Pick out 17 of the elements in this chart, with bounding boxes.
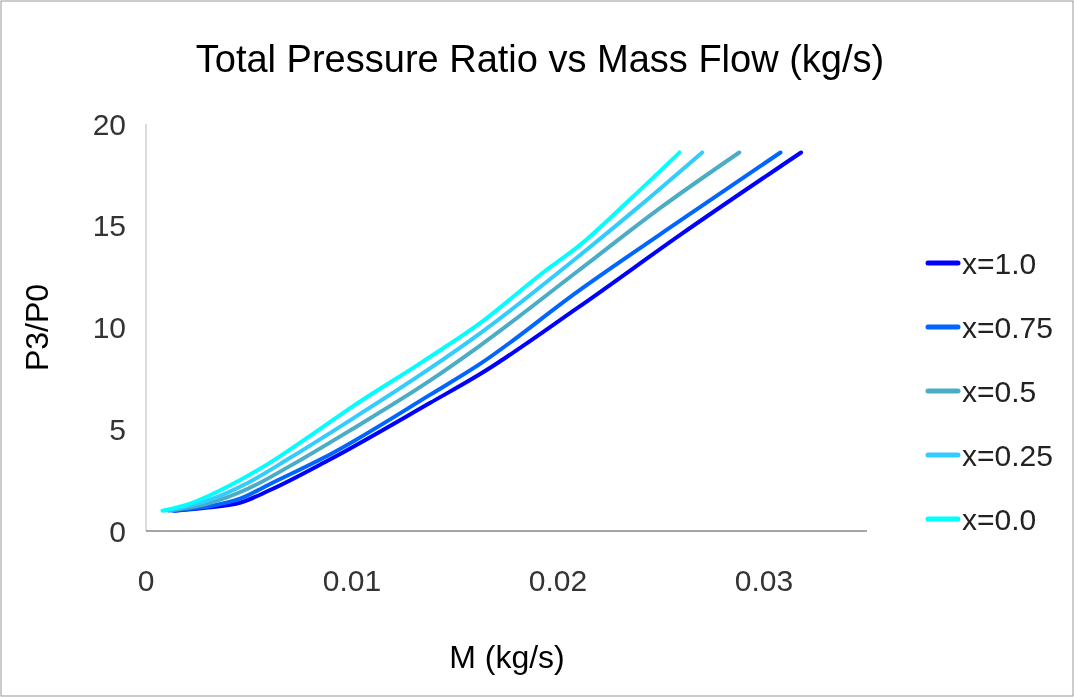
x-tick-label: 0.01: [322, 564, 382, 597]
x-tick-label: 0.02: [528, 564, 588, 597]
x-tick-label: 0: [137, 564, 155, 597]
y-tick-label: 15: [92, 209, 126, 243]
y-axis-title: P3/P0: [19, 283, 55, 372]
legend-label: x=0.25: [962, 438, 1053, 472]
y-tick-label: 10: [92, 311, 126, 344]
legend-label: x=0.5: [962, 374, 1037, 408]
x-axis-title: M (kg/s): [449, 639, 565, 675]
legend-label: x=0.0: [962, 502, 1037, 536]
y-tick-label: 0: [109, 514, 126, 548]
chart-title: Total Pressure Ratio vs Mass Flow (kg/s): [195, 38, 885, 80]
legend-label: x=1.0: [962, 246, 1037, 280]
x-tick-label: 0.03: [734, 564, 794, 597]
y-tick-label: 5: [109, 412, 126, 446]
legend-label: x=0.75: [962, 310, 1053, 344]
y-tick-label: 20: [92, 107, 126, 141]
